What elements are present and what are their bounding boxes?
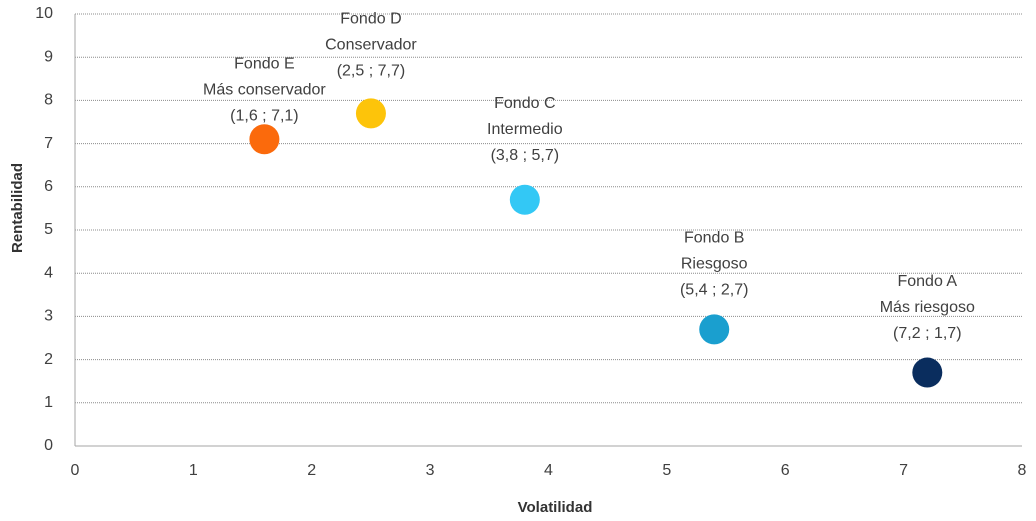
y-tick-label: 9 [44, 48, 53, 65]
point-name: Fondo E [234, 55, 294, 72]
y-axis-title: Rentabilidad [9, 163, 26, 253]
value-label: (5,4 ; 2,7) [680, 282, 748, 299]
y-tick-label: 3 [44, 308, 53, 325]
point-name: Fondo C [494, 95, 555, 112]
y-tick-label: 8 [44, 92, 53, 109]
point [912, 357, 943, 388]
point-description: Más conservador [203, 81, 326, 98]
y-tick-label: 1 [44, 394, 53, 411]
y-tick-label: 10 [35, 5, 53, 22]
point [509, 184, 540, 215]
value-label: (2,5 ; 7,7) [337, 63, 405, 80]
point-name: Fondo B [684, 230, 744, 247]
value-label: (7,2 ; 1,7) [893, 325, 961, 342]
value-label: (1,6 ; 7,1) [230, 107, 298, 124]
point [249, 124, 280, 155]
point-description: Más riesgoso [880, 299, 975, 316]
point [699, 314, 730, 345]
y-tick-label: 5 [44, 221, 53, 238]
point-name: Fondo A [897, 273, 957, 290]
point-name: Fondo D [340, 11, 401, 28]
x-tick-label: 0 [71, 462, 80, 479]
x-tick-label: 6 [781, 462, 790, 479]
point [355, 98, 386, 129]
x-tick-label: 1 [189, 462, 198, 479]
y-tick-label: 6 [44, 178, 53, 195]
x-axis-title: Volatilidad [518, 499, 593, 516]
x-tick-label: 3 [426, 462, 435, 479]
y-tick-label: 7 [44, 135, 53, 152]
y-tick-label: 4 [44, 264, 53, 281]
x-tick-label: 7 [899, 462, 908, 479]
x-tick-label: 4 [544, 462, 553, 479]
point-description: Intermedio [487, 121, 563, 138]
y-tick-label: 0 [44, 437, 53, 454]
value-label: (3,8 ; 5,7) [491, 147, 559, 164]
point-description: Conservador [325, 37, 417, 54]
y-tick-label: 2 [44, 351, 53, 368]
point-description: Riesgoso [681, 256, 748, 273]
x-tick-label: 5 [662, 462, 671, 479]
x-tick-label: 8 [1018, 462, 1027, 479]
x-tick-label: 2 [307, 462, 316, 479]
